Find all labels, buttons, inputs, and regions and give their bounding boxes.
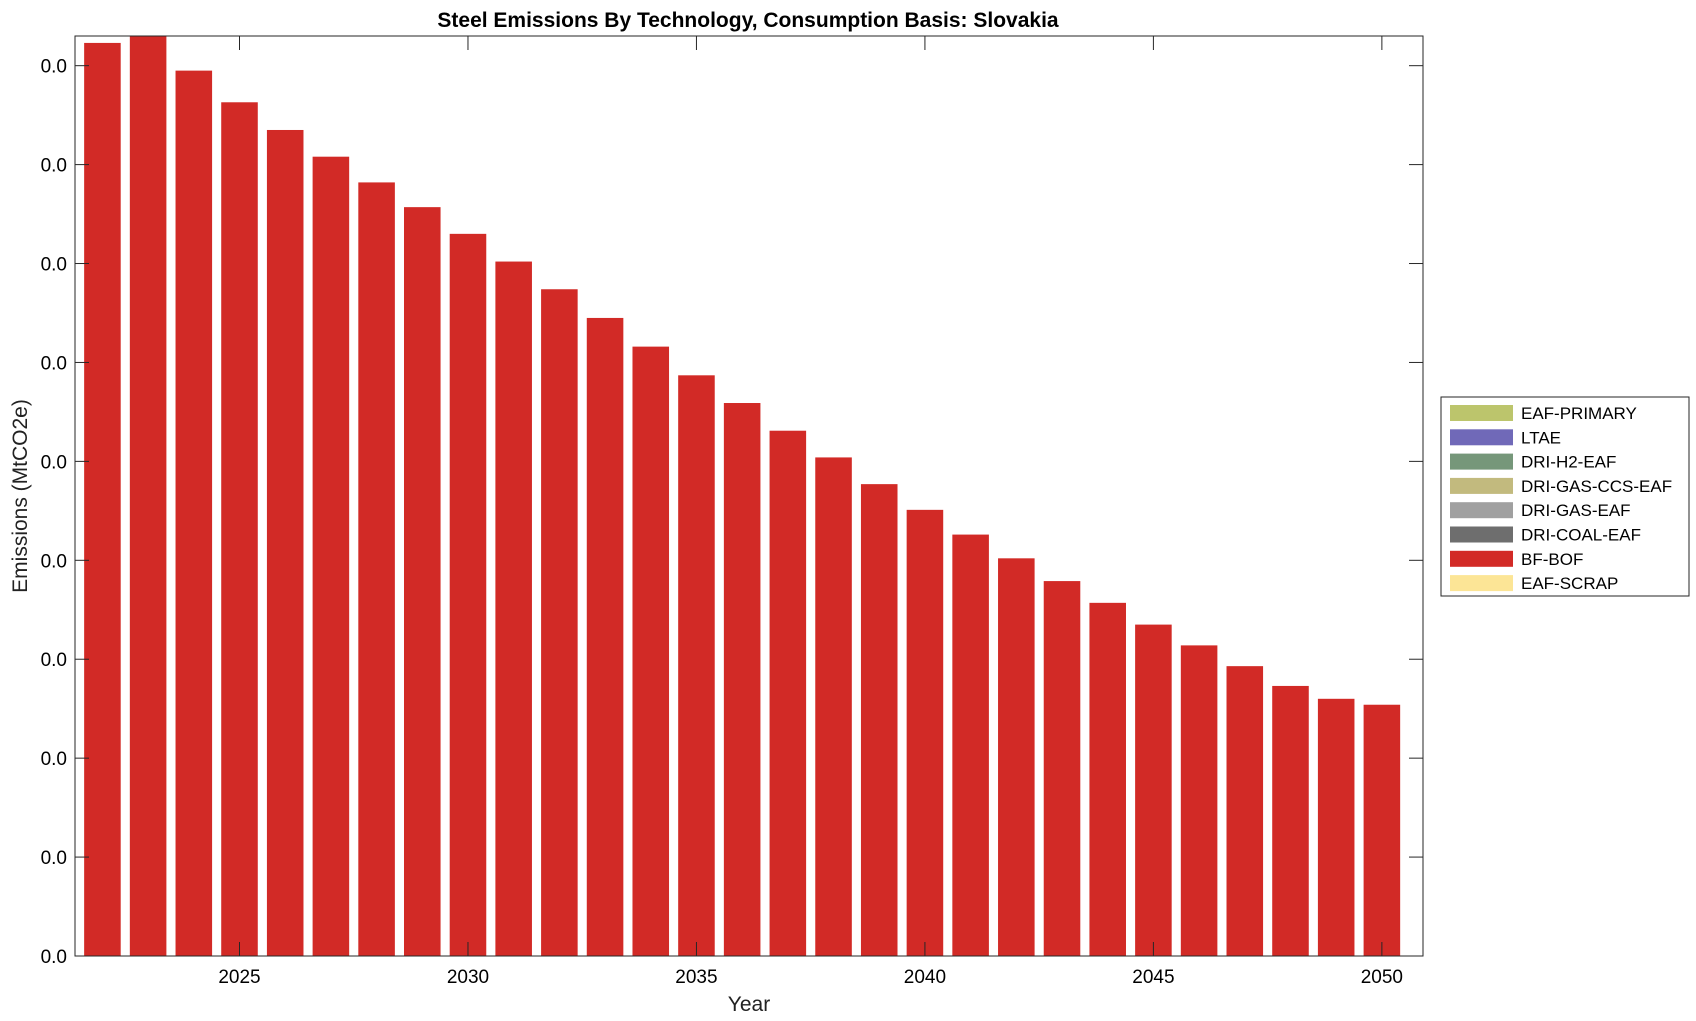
bar-bf-bof-2037 — [769, 430, 807, 957]
bar-bf-bof-2033 — [586, 317, 624, 956]
bar-bf-bof-2038 — [815, 457, 852, 956]
y-tick-label: 0.0 — [41, 255, 67, 276]
bar-bf-bof-2023 — [129, 36, 167, 956]
legend-label-eaf-scrap: EAF-SCRAP — [1521, 574, 1618, 593]
legend-swatch-eaf-primary — [1450, 405, 1513, 421]
x-axis-label: Year — [728, 993, 770, 1016]
bar-bf-bof-2036 — [723, 403, 761, 956]
bar-bf-bof-2043 — [1043, 581, 1081, 956]
bar-bf-bof-2046 — [1180, 645, 1218, 956]
bar-bf-bof-2025 — [221, 102, 258, 956]
legend-swatch-dri-h2-eaf — [1450, 453, 1513, 470]
y-tick-label: 0.0 — [41, 57, 67, 78]
legend-swatch-dri-gas-ccs-eaf — [1450, 477, 1513, 494]
y-tick-label: 0.0 — [41, 551, 67, 572]
chart-title: Steel Emissions By Technology, Consumpti… — [437, 9, 1059, 32]
legend-swatch-dri-gas-eaf — [1450, 502, 1513, 519]
bar-bf-bof-2040 — [906, 509, 944, 956]
bar-bf-bof-2031 — [495, 261, 532, 956]
bar-bf-bof-2044 — [1089, 602, 1126, 956]
y-tick-label: 0.0 — [41, 749, 67, 770]
x-tick-label: 2035 — [675, 967, 717, 988]
y-tick-label: 0.0 — [41, 353, 67, 374]
x-axis: 2025 2030 2035 2040 2045 2050 — [218, 36, 1403, 988]
legend-label-dri-coal-eaf: DRI-COAL-EAF — [1521, 526, 1641, 545]
bar-bf-bof-2028 — [358, 182, 395, 956]
bar-bf-bof-2024 — [175, 70, 213, 957]
y-tick-label: 0.0 — [41, 848, 67, 869]
bar-bf-bof-2048 — [1272, 685, 1309, 956]
bar-bf-bof-2026 — [266, 129, 304, 957]
legend-swatch-dri-coal-eaf — [1450, 526, 1513, 543]
legend-label-dri-gas-eaf: DRI-GAS-EAF — [1521, 501, 1631, 520]
bar-bf-bof-2050 — [1363, 704, 1401, 956]
y-tick-label: 0.0 — [41, 650, 67, 671]
bar-bf-bof-2047 — [1226, 666, 1264, 956]
bar-bf-bof-2030 — [449, 233, 487, 957]
y-tick-label: 0.0 — [41, 452, 67, 473]
y-tick-label: 0.0 — [41, 947, 67, 968]
bar-bf-bof-2045 — [1135, 624, 1172, 956]
legend-swatch-eaf-scrap — [1450, 575, 1513, 592]
bar-bf-bof-2027 — [312, 156, 350, 956]
legend-swatch-ltae — [1450, 429, 1513, 446]
legend-swatch-bf-bof — [1450, 550, 1513, 567]
x-tick-label: 2045 — [1132, 967, 1174, 988]
legend-items: EAF-PRIMARY LTAE DRI-H2-EAF DRI-GAS-CCS-EAF… — [1450, 404, 1672, 593]
bar-bf-bof-2042 — [998, 558, 1035, 956]
bar-bf-bof-2029 — [404, 207, 441, 956]
y-axis: 0.0 0.0 0.0 0.0 0.0 0.0 0.0 0.0 0.0 0.0 — [41, 57, 1423, 968]
plot-frame — [74, 35, 1424, 957]
y-tick-label: 0.0 — [41, 156, 67, 177]
x-tick-label: 2040 — [904, 967, 946, 988]
bars — [84, 36, 1401, 957]
bar-bf-bof-2035 — [678, 375, 715, 956]
legend-label-ltae: LTAE — [1521, 428, 1561, 447]
bar-bf-bof-2022 — [84, 42, 121, 957]
bar-bf-bof-2041 — [952, 534, 989, 956]
bar-bf-bof-2049 — [1317, 698, 1355, 956]
y-axis-label: Emissions (MtCO2e) — [9, 399, 32, 593]
bar-bf-bof-2032 — [541, 289, 578, 956]
legend-label-eaf-primary: EAF-PRIMARY — [1521, 404, 1637, 423]
legend-label-bf-bof: BF-BOF — [1521, 550, 1583, 569]
bar-bf-bof-2039 — [860, 484, 898, 956]
x-tick-label: 2050 — [1361, 967, 1403, 988]
x-tick-label: 2025 — [218, 967, 260, 988]
legend-label-dri-h2-eaf: DRI-H2-EAF — [1521, 453, 1616, 472]
x-tick-label: 2030 — [447, 967, 489, 988]
bar-bf-bof-2034 — [632, 346, 670, 956]
legend-label-dri-gas-ccs-eaf: DRI-GAS-CCS-EAF — [1521, 477, 1672, 496]
legend: EAF-PRIMARY LTAE DRI-H2-EAF DRI-GAS-CCS-EAF… — [1440, 396, 1690, 597]
